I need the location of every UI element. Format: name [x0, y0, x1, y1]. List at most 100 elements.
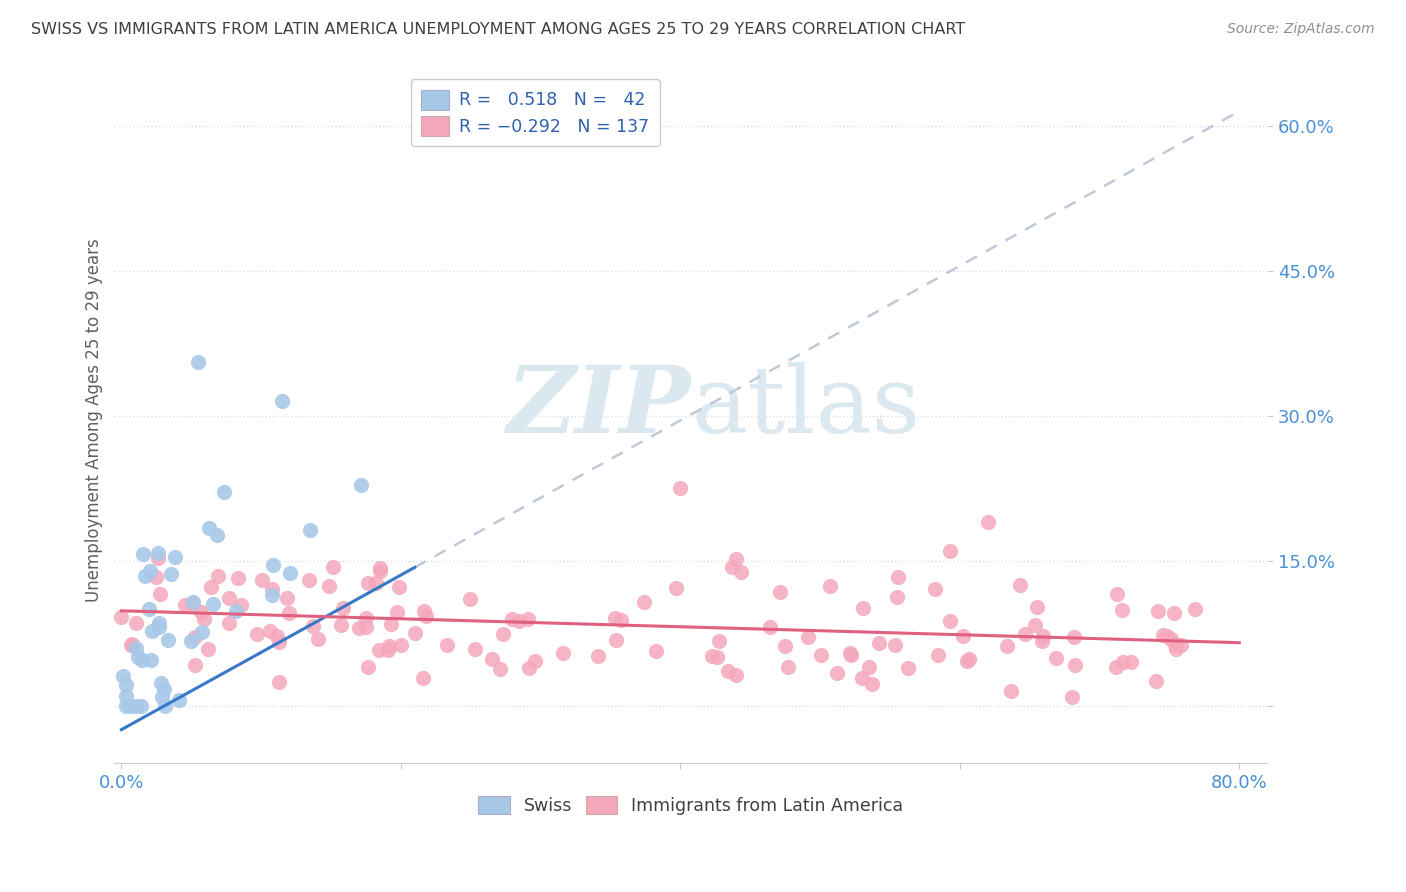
- Point: [378, 640, 401, 654]
- Point: [1170, 638, 1192, 652]
- Point: [357, 660, 380, 674]
- Point: [187, 355, 209, 369]
- Point: [700, 648, 723, 663]
- Point: [184, 657, 207, 672]
- Point: [769, 585, 792, 599]
- Point: [193, 612, 215, 626]
- Point: [707, 634, 730, 648]
- Point: [995, 639, 1018, 653]
- Point: [138, 602, 160, 616]
- Point: [721, 559, 744, 574]
- Point: [1062, 690, 1084, 704]
- Point: [350, 477, 373, 491]
- Point: [778, 659, 800, 673]
- Point: [134, 569, 156, 583]
- Point: [262, 588, 284, 602]
- Point: [322, 560, 344, 574]
- Point: [1031, 633, 1053, 648]
- Point: [190, 605, 212, 619]
- Point: [200, 580, 222, 594]
- Point: [121, 637, 143, 651]
- Point: [489, 662, 512, 676]
- Point: [773, 639, 796, 653]
- Point: [139, 652, 162, 666]
- Point: [884, 638, 907, 652]
- Point: [523, 654, 546, 668]
- Point: [412, 672, 434, 686]
- Point: [1184, 601, 1206, 615]
- Point: [184, 630, 207, 644]
- Point: [174, 598, 197, 612]
- Point: [149, 586, 172, 600]
- Point: [197, 521, 219, 535]
- Point: [553, 646, 575, 660]
- Point: [508, 614, 530, 628]
- Point: [669, 481, 692, 495]
- Point: [181, 596, 204, 610]
- Point: [730, 565, 752, 579]
- Point: [1014, 627, 1036, 641]
- Point: [307, 632, 329, 647]
- Point: [298, 524, 321, 538]
- Point: [491, 626, 513, 640]
- Point: [851, 671, 873, 685]
- Point: [260, 582, 283, 596]
- Point: [389, 639, 412, 653]
- Text: atlas: atlas: [690, 362, 920, 451]
- Point: [605, 632, 627, 647]
- Point: [924, 582, 946, 597]
- Point: [516, 612, 538, 626]
- Point: [266, 629, 288, 643]
- Point: [302, 618, 325, 632]
- Point: [868, 636, 890, 650]
- Point: [724, 551, 747, 566]
- Point: [501, 612, 523, 626]
- Point: [368, 642, 391, 657]
- Point: [939, 615, 962, 629]
- Y-axis label: Unemployment Among Ages 25 to 29 years: Unemployment Among Ages 25 to 29 years: [86, 238, 103, 602]
- Point: [120, 638, 142, 652]
- Point: [1025, 599, 1047, 614]
- Point: [141, 624, 163, 638]
- Point: [202, 597, 225, 611]
- Point: [146, 546, 169, 560]
- Point: [153, 682, 176, 697]
- Point: [1111, 603, 1133, 617]
- Point: [797, 630, 820, 644]
- Point: [229, 598, 252, 612]
- Point: [225, 604, 247, 618]
- Point: [354, 620, 377, 634]
- Point: [262, 558, 284, 572]
- Point: [860, 676, 883, 690]
- Point: [218, 615, 240, 630]
- Point: [952, 629, 974, 643]
- Point: [605, 610, 627, 624]
- Point: [114, 678, 136, 692]
- Point: [665, 581, 688, 595]
- Point: [464, 642, 486, 657]
- Point: [436, 638, 458, 652]
- Point: [413, 605, 436, 619]
- Point: [167, 693, 190, 707]
- Point: [415, 609, 437, 624]
- Point: [852, 601, 875, 615]
- Point: [150, 676, 173, 690]
- Point: [330, 618, 353, 632]
- Point: [633, 595, 655, 609]
- Point: [271, 394, 294, 409]
- Point: [156, 632, 179, 647]
- Point: [160, 566, 183, 581]
- Point: [364, 576, 387, 591]
- Point: [163, 549, 186, 564]
- Point: [956, 654, 979, 668]
- Point: [277, 607, 299, 621]
- Point: [725, 668, 748, 682]
- Point: [1152, 628, 1174, 642]
- Point: [1163, 606, 1185, 620]
- Point: [347, 621, 370, 635]
- Point: [1105, 660, 1128, 674]
- Point: [139, 564, 162, 578]
- Point: [385, 605, 408, 619]
- Point: [197, 642, 219, 657]
- Point: [148, 550, 170, 565]
